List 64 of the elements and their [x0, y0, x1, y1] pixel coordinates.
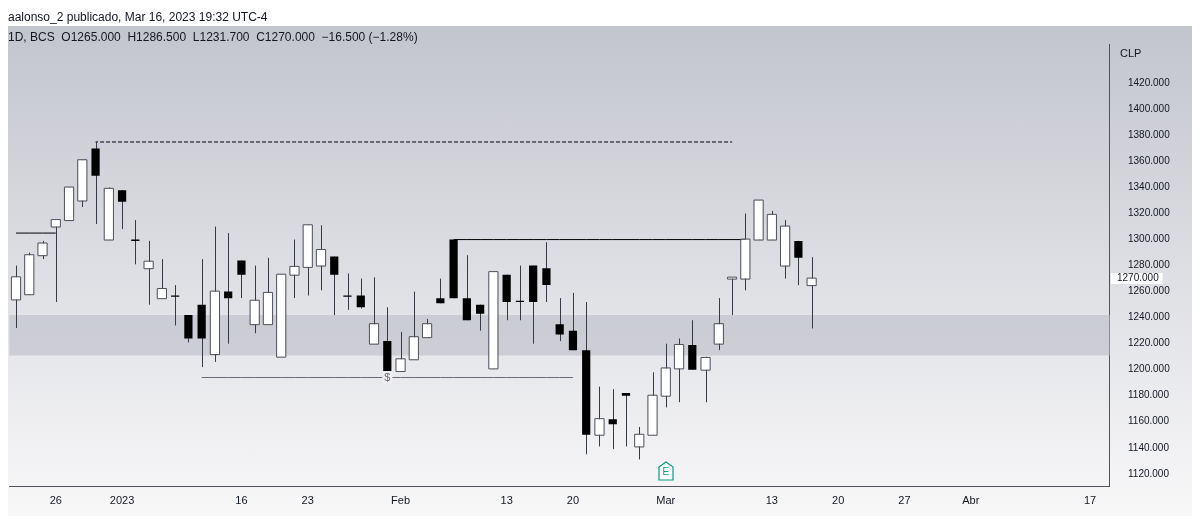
candlestick: [237, 259, 246, 299]
x-tick-label: 17: [1083, 494, 1097, 507]
candlestick: [634, 426, 645, 460]
y-tick-label: 1340.000: [1128, 181, 1171, 193]
x-tick-label: Abr: [962, 494, 980, 507]
x-tick-label: 26: [49, 494, 62, 507]
candlestick: [713, 297, 724, 351]
candlestick: [436, 278, 445, 304]
candlestick: [542, 241, 551, 303]
y-tick-label: 1160.000: [1128, 415, 1170, 427]
candlestick: [395, 331, 406, 372]
annotation: E: [661, 465, 671, 478]
y-tick-label: 1120.000: [1128, 467, 1170, 479]
y-tick-label: 1400.000: [1128, 103, 1171, 115]
chart-title: 1D, BCS O1265.000 H1286.500 L1231.700 C1270.000 −16.500 (−1.28%): [8, 29, 418, 44]
candlestick: [806, 256, 817, 329]
y-tick-label: 1380.000: [1128, 129, 1171, 141]
x-tick-label: 20: [832, 494, 845, 507]
x-tick-label: 20: [566, 494, 580, 507]
candlestick: [224, 232, 233, 345]
candlestick: [555, 297, 564, 342]
candlestick: [330, 255, 339, 316]
candlestick: [476, 304, 485, 332]
x-tick-label: 16: [235, 494, 248, 507]
y-tick-label: 1240.000: [1128, 311, 1171, 323]
y-tick-label: 1300.000: [1128, 233, 1171, 245]
text: 1270.000: [1117, 272, 1159, 284]
candlestick: [10, 265, 22, 329]
candlestick: [249, 265, 260, 334]
candlestick: [568, 292, 578, 351]
y-tick-label: 1280.000: [1128, 259, 1171, 271]
x-tick-label: 13: [500, 494, 513, 507]
y-tick-label: 1180.000: [1128, 389, 1170, 401]
candlestick: [408, 291, 419, 361]
candlestick: [117, 189, 127, 230]
x-tick-label: Mar: [656, 494, 676, 507]
candlestick: [156, 258, 167, 300]
x-tick-label: 2023: [109, 494, 135, 507]
candlestick: [700, 356, 711, 403]
y-tick-label: 1140.000: [1128, 441, 1170, 453]
x-tick-label: 27: [898, 494, 911, 507]
x-tick-label: 13: [765, 494, 778, 507]
y-tick-label: 1320.000: [1128, 207, 1171, 219]
y-tick-label: 1360.000: [1128, 155, 1171, 167]
candlestick: [621, 392, 631, 447]
candlestick: [143, 240, 154, 306]
y-tick-label: 1420.000: [1128, 77, 1171, 89]
candlestick: [368, 276, 380, 345]
series-label: $: [384, 370, 391, 383]
candlestick: [673, 337, 685, 403]
candlestick: [462, 254, 471, 321]
y-tick-label: 1220.000: [1128, 337, 1171, 349]
candlestick: [356, 278, 365, 310]
candlestick: [315, 224, 327, 291]
x-tick-label: 23: [301, 494, 314, 507]
y-tick-label: 1200.000: [1128, 363, 1171, 375]
y-tick-label: 1260.000: [1128, 285, 1171, 297]
y-axis-title: CLP: [1120, 46, 1142, 59]
candlestick: [184, 314, 193, 343]
text: aalonso_2 publicado, Mar 16, 2023 19:32 UTC-4: [8, 9, 269, 26]
candlestick: [50, 219, 61, 303]
candlestick: [608, 388, 617, 450]
x-tick-label: Feb: [391, 494, 411, 507]
candlestick: [794, 240, 803, 286]
